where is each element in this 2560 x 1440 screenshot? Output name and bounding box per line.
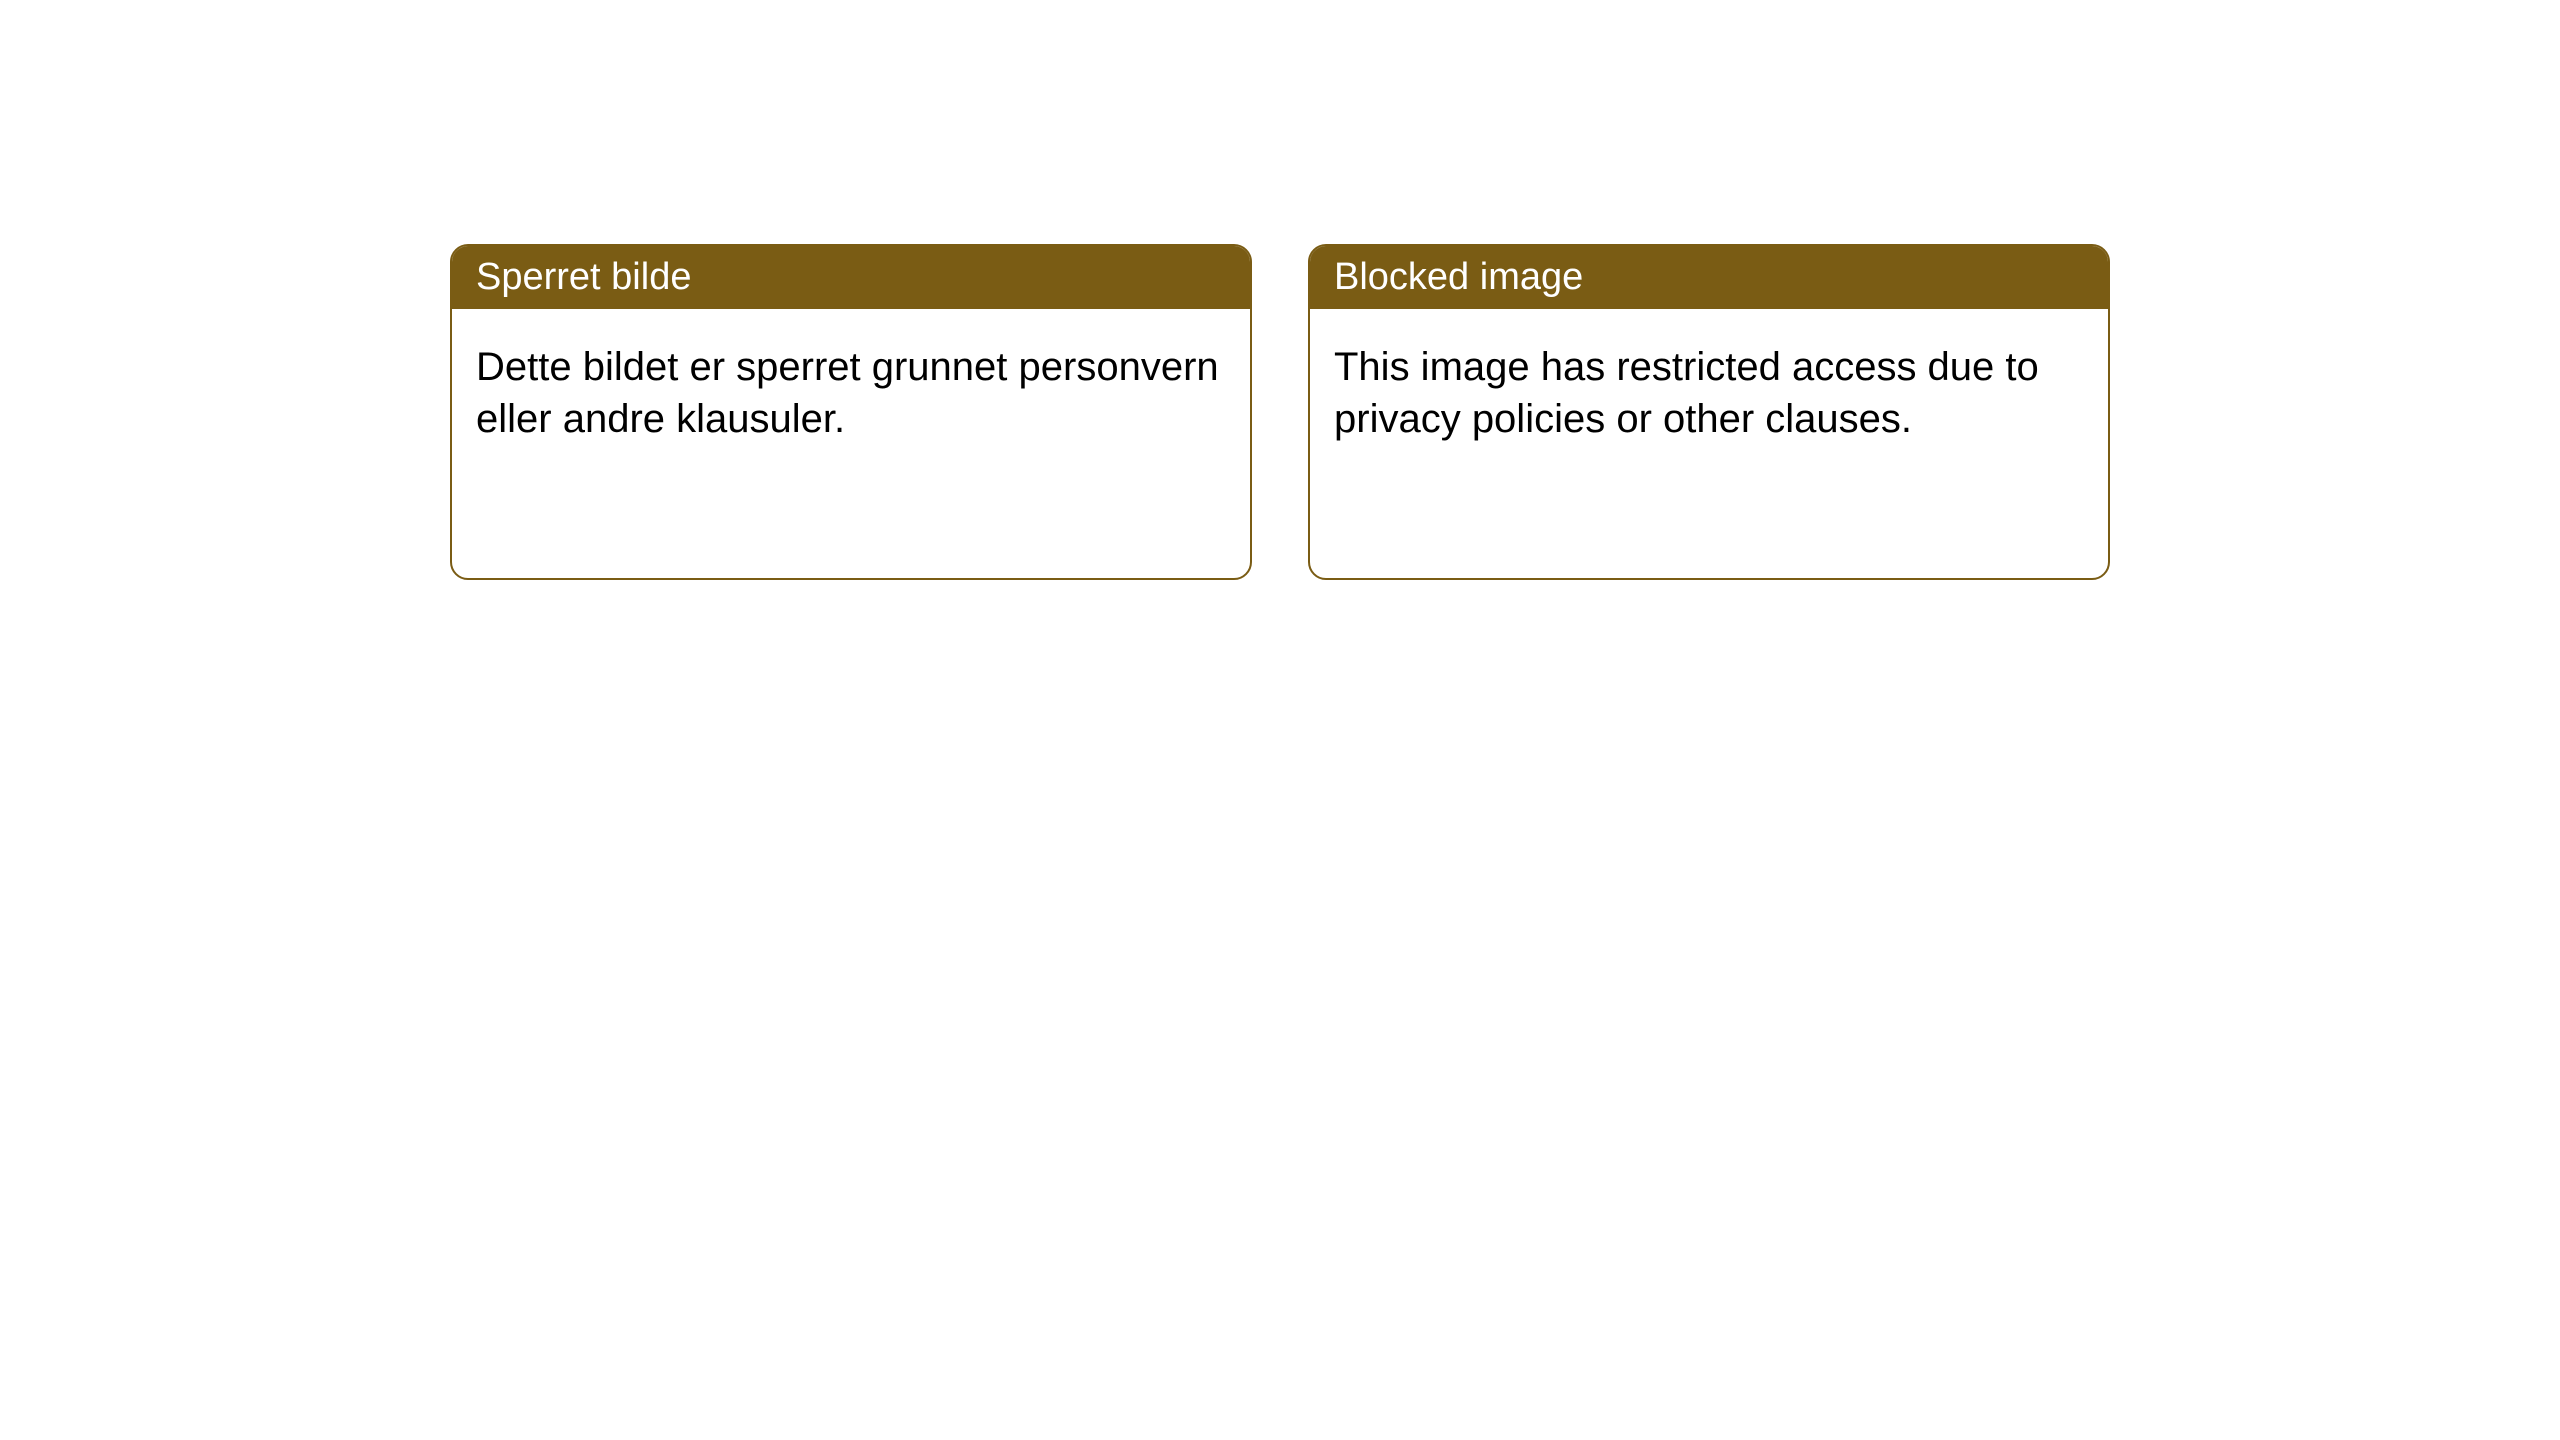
notice-card-norwegian: Sperret bilde Dette bildet er sperret gr…: [450, 244, 1252, 580]
card-body-norwegian: Dette bildet er sperret grunnet personve…: [452, 309, 1250, 477]
notice-card-container: Sperret bilde Dette bildet er sperret gr…: [450, 244, 2110, 580]
card-header-norwegian: Sperret bilde: [452, 246, 1250, 309]
notice-card-english: Blocked image This image has restricted …: [1308, 244, 2110, 580]
card-body-english: This image has restricted access due to …: [1310, 309, 2108, 477]
card-header-english: Blocked image: [1310, 246, 2108, 309]
